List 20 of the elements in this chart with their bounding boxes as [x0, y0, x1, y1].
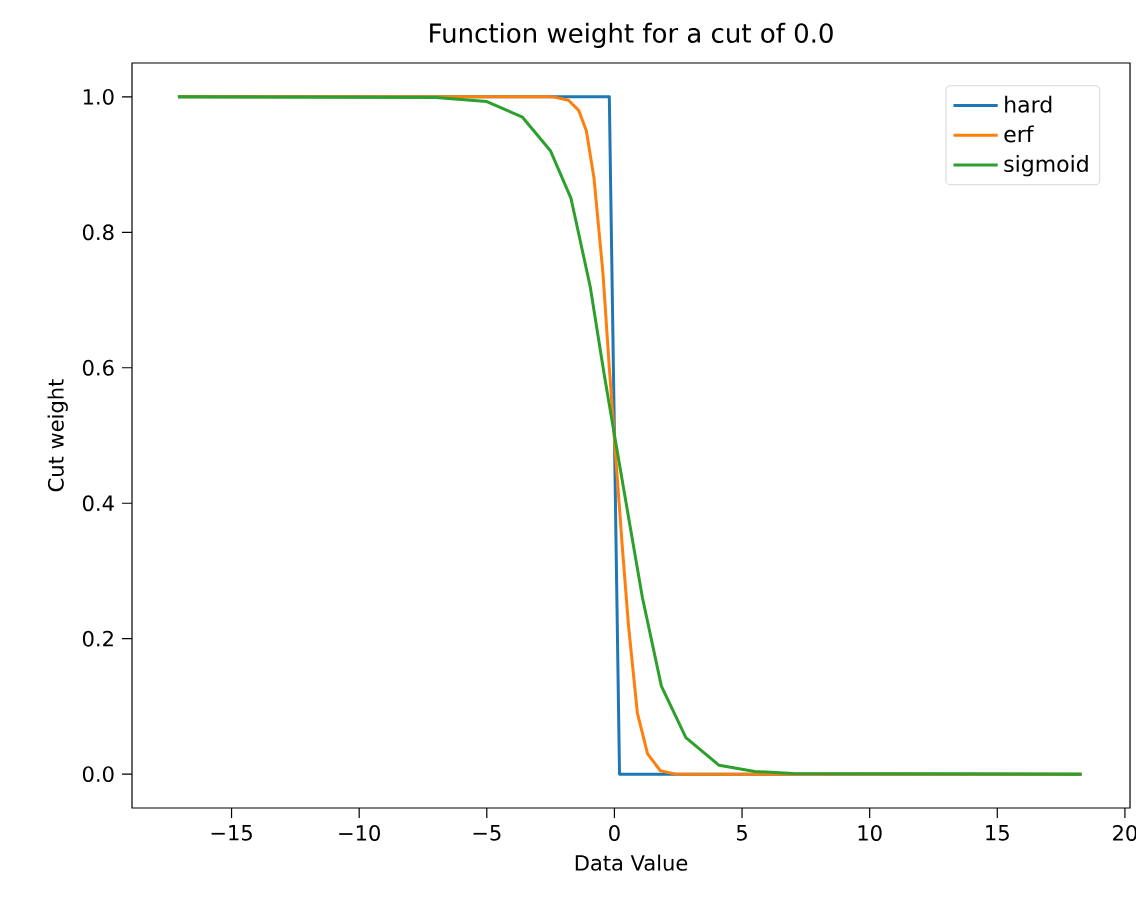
x-tick-label: 10: [858, 825, 882, 841]
y-tick-label: 0.0: [82, 766, 114, 783]
chart-title: Function weight for a cut of 0.0: [430, 22, 833, 48]
legend-label: hard: [1005, 95, 1052, 113]
legend-label: sigmoid: [1004, 155, 1088, 177]
x-tick-label: 0: [609, 825, 620, 841]
x-tick-label: −15: [211, 825, 252, 841]
y-tick-label: 0.8: [82, 224, 114, 241]
x-tick-label: 15: [986, 825, 1009, 841]
y-tick-label: 1.0: [83, 88, 114, 105]
x-tick-label: 20: [1113, 825, 1136, 841]
x-tick-label: −5: [473, 825, 501, 841]
y-tick-label: 0.4: [82, 495, 114, 512]
y-axis-title: Cut weight: [47, 379, 68, 492]
y-tick-label: 0.6: [82, 359, 114, 376]
y-tick-label: 0.2: [82, 630, 113, 647]
legend-label: erf: [1004, 125, 1034, 143]
x-axis-title: Data Value: [575, 854, 688, 871]
x-tick-label: −10: [339, 825, 380, 841]
x-tick-label: 5: [736, 825, 747, 841]
